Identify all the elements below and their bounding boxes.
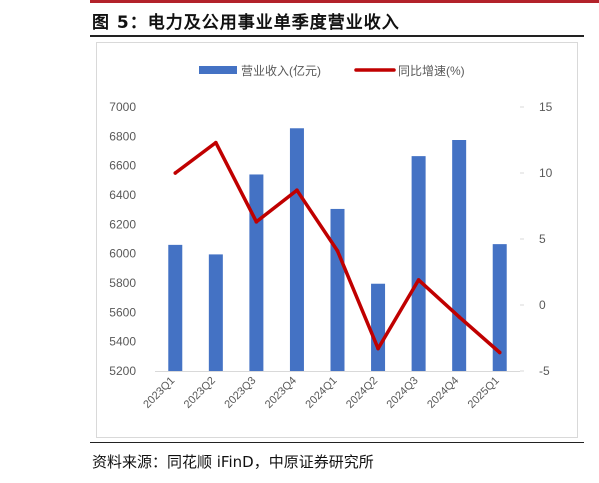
y-right-tick-label: 5	[539, 232, 546, 246]
y-left-tick-label: 7000	[109, 100, 136, 114]
bar-2025Q1	[492, 244, 507, 371]
bar-2024Q1	[330, 208, 345, 371]
y-left-tick-label: 5200	[109, 364, 136, 378]
bottom-rule	[90, 442, 584, 443]
x-tick-label: 2025Q1	[466, 375, 502, 411]
y-right-tick-label: 15	[539, 100, 553, 114]
line-series	[173, 140, 502, 355]
x-axis: 2023Q1 2023Q2 2023Q3 2023Q4 2024Q1 2024Q2 2024…	[141, 371, 520, 411]
y-left-tick-label: 6000	[109, 247, 136, 261]
x-tick-label: 2024Q1	[303, 375, 339, 411]
y-left-tick-label: 5600	[109, 305, 136, 319]
bar-2024Q2	[371, 283, 386, 371]
x-tick-label: 2023Q1	[141, 375, 177, 411]
legend-label-line: 同比增速(%)	[398, 64, 465, 78]
y-right-tick-label: -5	[539, 364, 550, 378]
line-point-2024Q4	[457, 315, 461, 319]
y-axis-left: 5200 5400 5600 5800 6000 6200 6400 6600 6800 7000	[109, 100, 136, 378]
line-point-2023Q4	[295, 188, 299, 192]
x-tick-label: 2023Q3	[222, 375, 258, 411]
figure-title: 图 5：电力及公用事业单季度营业收入	[92, 13, 400, 33]
legend-label-bar: 营业收入(亿元)	[241, 63, 321, 78]
bar-series	[168, 128, 507, 371]
source-note: 资料来源：同花顺 iFinD，中原证券研究所	[92, 453, 374, 471]
line-point-2024Q2	[376, 346, 380, 351]
x-tick-label: 2023Q2	[182, 375, 218, 411]
y-left-tick-label: 6200	[109, 217, 136, 231]
line-point-2023Q1	[173, 171, 178, 175]
line-point-2023Q2	[214, 140, 218, 145]
y-left-tick-label: 6800	[109, 129, 136, 143]
chart-legend: 营业收入(亿元) 同比增速(%)	[199, 63, 465, 78]
bar-2023Q4	[289, 128, 304, 371]
x-tick-label: 2024Q2	[344, 375, 380, 411]
y-left-tick-label: 6600	[109, 159, 136, 173]
y-right-tick-label: 10	[539, 166, 553, 180]
x-tick-label: 2024Q4	[425, 375, 461, 411]
line-point-2024Q1	[335, 249, 340, 253]
line-point-2025Q1	[497, 350, 502, 355]
top-accent-rule	[90, 0, 599, 3]
legend-swatch-bar	[199, 66, 237, 74]
chart-frame	[96, 42, 578, 438]
bar-2024Q3	[411, 156, 426, 371]
bar-2023Q3	[249, 174, 264, 371]
x-tick-label: 2024Q3	[385, 375, 421, 411]
line-point-2023Q3	[254, 220, 259, 224]
bar-2024Q4	[452, 140, 467, 371]
line-point-2024Q3	[416, 278, 421, 282]
y-left-tick-label: 5800	[109, 276, 136, 290]
y-right-tick-label: 0	[539, 298, 546, 312]
y-left-tick-label: 6400	[109, 188, 136, 202]
y-axis-right: -5 0 5 10 15	[520, 100, 553, 378]
bar-2023Q1	[168, 244, 183, 371]
bar-2023Q2	[208, 254, 223, 371]
x-tick-label: 2023Q4	[263, 375, 299, 411]
title-rule	[90, 35, 584, 37]
y-left-tick-label: 5400	[109, 335, 136, 349]
